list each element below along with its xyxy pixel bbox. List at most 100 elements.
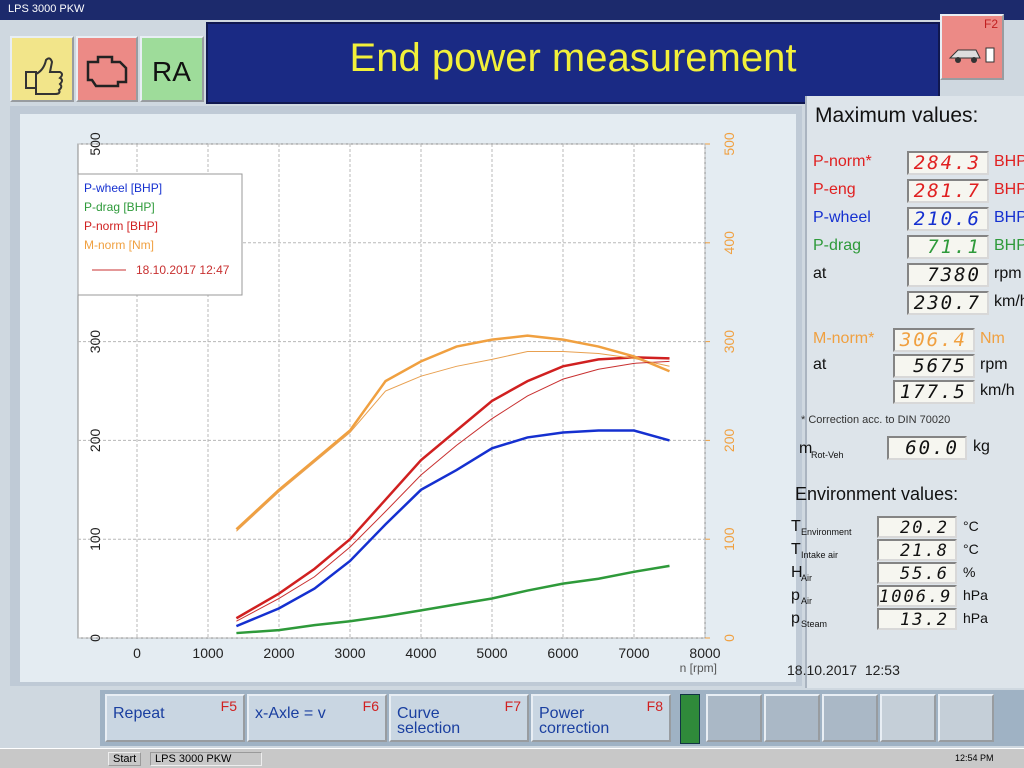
x-tick-label: 4000 — [405, 645, 436, 661]
value-label: P-eng — [813, 181, 856, 198]
button-label: x-Axle = v — [255, 705, 326, 722]
y-tick-label: 100 — [87, 527, 103, 551]
value-box: 284.3 — [907, 151, 989, 175]
note: * Correction acc. to DIN 70020 — [801, 414, 951, 426]
footer-bar: Repeat F5 x-Axle = v F6 Curve selection F7 Pow… — [100, 690, 1024, 746]
start-button[interactable]: Start — [108, 752, 142, 766]
button-label: Repeat — [113, 705, 165, 722]
y2-tick-label: 100 — [721, 527, 737, 551]
thumb-button[interactable] — [10, 36, 74, 102]
x-tick-label: 0 — [133, 645, 141, 661]
x-axis-label: n [rpm] — [680, 661, 717, 675]
series-line — [235, 429, 670, 628]
value-label: at — [813, 356, 827, 373]
value-box: 7380 — [907, 263, 989, 287]
y-tick-label: 300 — [87, 330, 103, 354]
value-subscript: Rot-Veh — [811, 450, 844, 460]
value-unit: hPa — [963, 610, 988, 626]
value-box: 13.2 — [877, 608, 957, 630]
f2-button[interactable]: F2 — [940, 14, 1004, 80]
task-button[interactable]: LPS 3000 PKW — [150, 752, 263, 766]
x-tick-label: 3000 — [334, 645, 365, 661]
chart: 0100200300400500010020030040050001000200… — [20, 114, 796, 682]
value-box: 21.8 — [877, 539, 957, 561]
button-key: F8 — [646, 698, 663, 714]
function-button[interactable]: Curve selection F7 — [389, 694, 529, 742]
status-indicator — [680, 694, 700, 744]
y2-tick-label: 200 — [721, 429, 737, 453]
value-unit: % — [963, 564, 976, 580]
value-unit: °C — [963, 541, 979, 557]
x-tick-label: 8000 — [689, 645, 720, 661]
value-box: 210.6 — [907, 207, 989, 231]
x-tick-label: 5000 — [476, 645, 507, 661]
legend-label: P-norm [BHP] — [84, 219, 158, 233]
nav-button[interactable] — [880, 694, 936, 742]
legend-label: P-wheel [BHP] — [84, 181, 162, 195]
button-label: Curve selection — [397, 705, 461, 737]
series-line — [236, 350, 670, 532]
env-label: T Environment — [791, 518, 852, 537]
thumb-icon — [25, 57, 63, 95]
button-key: F7 — [504, 698, 521, 714]
value-box: 281.7 — [907, 179, 989, 203]
env-subscript: Air — [801, 573, 812, 583]
y-tick-label: 200 — [87, 429, 103, 453]
ra-label: RA — [152, 56, 191, 87]
series-line — [235, 334, 670, 531]
value-unit: rpm — [980, 356, 1008, 373]
nav-button[interactable] — [822, 694, 878, 742]
y-tick-label: 500 — [87, 132, 103, 156]
legend-box — [77, 173, 243, 296]
taskbar: Start LPS 3000 PKW 12:54 PM — [0, 748, 1024, 768]
y2-tick-label: 300 — [721, 330, 737, 354]
x-tick-label: 6000 — [547, 645, 578, 661]
x-tick-label: 7000 — [618, 645, 649, 661]
value-box: 60.0 — [887, 436, 967, 460]
legend-label: 18.10.2017 12:47 — [136, 263, 230, 277]
y2-tick-label: 0 — [721, 634, 737, 642]
function-button[interactable]: Power correction F8 — [531, 694, 671, 742]
value-unit: kg — [973, 438, 990, 455]
nav-button[interactable] — [706, 694, 762, 742]
button-key: F6 — [362, 698, 379, 714]
f2-key: F2 — [983, 17, 998, 31]
y2-tick-label: 500 — [721, 132, 737, 156]
env-label: T Intake air — [791, 541, 839, 560]
nav-button[interactable] — [938, 694, 994, 742]
function-button[interactable]: Repeat F5 — [105, 694, 245, 742]
y2-tick-label: 400 — [721, 231, 737, 255]
x-tick-label: 1000 — [192, 645, 223, 661]
car-icon — [948, 47, 995, 63]
value-label: P-norm* — [813, 153, 872, 170]
value-box: 71.1 — [907, 235, 989, 259]
env-label: H Air — [791, 564, 812, 583]
button-label: Power correction — [539, 705, 610, 737]
window-titlebar: LPS 3000 PKW — [0, 0, 1024, 20]
value-label: at — [813, 265, 827, 282]
value-box: 230.7 — [907, 291, 989, 315]
x-tick-label: 2000 — [263, 645, 294, 661]
values-panel: Maximum values: P-norm* 284.3 BHP P-eng 281.7… — [787, 96, 1024, 688]
engine-button[interactable] — [76, 36, 138, 102]
ra-button[interactable]: RA — [140, 36, 204, 102]
value-label: P-wheel — [813, 209, 871, 226]
value-unit: BHP — [994, 181, 1024, 198]
value-box: 55.6 — [877, 562, 957, 584]
value-label: P-drag — [813, 237, 862, 254]
env-label: p Steam — [791, 610, 828, 629]
value-unit: BHP — [994, 153, 1024, 170]
env-subscript: Air — [801, 596, 812, 606]
window-title: LPS 3000 PKW — [8, 3, 85, 15]
button-key: F5 — [220, 698, 237, 714]
y-tick-label: 0 — [87, 634, 103, 642]
value-box: 306.4 — [893, 328, 975, 352]
value-unit: Nm — [980, 330, 1005, 347]
nav-button[interactable] — [764, 694, 820, 742]
series-line — [235, 356, 670, 620]
legend-label: M-norm [Nm] — [84, 238, 154, 252]
value-unit: hPa — [963, 587, 988, 603]
engine-icon — [86, 55, 128, 88]
function-button[interactable]: x-Axle = v F6 — [247, 694, 387, 742]
